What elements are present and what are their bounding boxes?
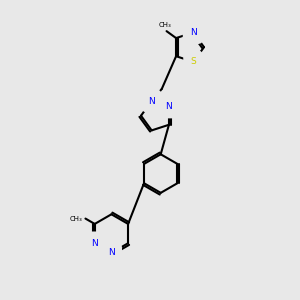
Text: N: N — [148, 97, 155, 106]
Text: N: N — [166, 102, 172, 111]
Text: CH₃: CH₃ — [70, 216, 82, 222]
Text: N: N — [190, 28, 197, 37]
Text: N: N — [92, 239, 98, 248]
Text: N: N — [108, 248, 115, 257]
Text: S: S — [190, 57, 196, 66]
Text: CH₃: CH₃ — [158, 22, 171, 28]
